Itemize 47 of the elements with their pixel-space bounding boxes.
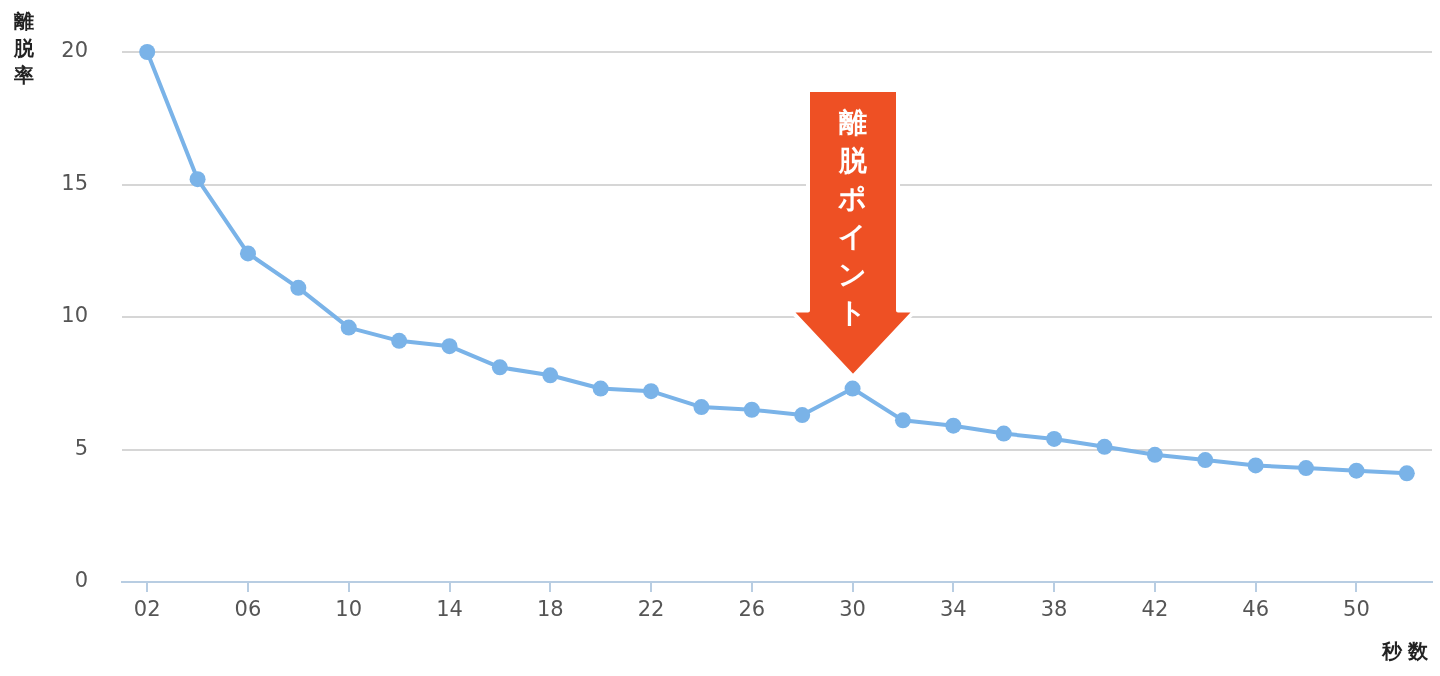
- point: [1247, 457, 1264, 474]
- point: [491, 359, 508, 376]
- x-tick-label: 14: [436, 597, 463, 622]
- x-tick-label: 18: [536, 597, 564, 622]
- point: [945, 417, 962, 434]
- point: [1398, 465, 1415, 482]
- x-tick-label: 42: [1141, 597, 1169, 622]
- point: [693, 399, 710, 416]
- point: [1146, 446, 1163, 463]
- x-tick-label: 38: [1040, 597, 1068, 622]
- x-axis-title: 秒数: [1382, 638, 1434, 665]
- point: [1197, 452, 1214, 469]
- point: [139, 44, 156, 60]
- point: [239, 245, 256, 262]
- point: [1096, 438, 1113, 455]
- x-tick-label: 46: [1242, 597, 1270, 622]
- y-tick-label: 15: [61, 170, 88, 195]
- point: [1046, 430, 1063, 447]
- point: [1348, 462, 1365, 479]
- point: [441, 338, 458, 355]
- x-tick-label: 06: [234, 597, 262, 622]
- point: [794, 407, 811, 424]
- y-tick-label: 10: [61, 303, 88, 328]
- point: [844, 380, 861, 397]
- point: [743, 401, 760, 418]
- point: [290, 279, 307, 296]
- y-axis-title: 離脱率: [14, 8, 35, 89]
- point: [643, 383, 660, 400]
- point: [542, 367, 559, 384]
- annotation: 離脱ポイント: [837, 105, 869, 331]
- y-tick-label: 5: [74, 435, 88, 460]
- point: [189, 171, 206, 188]
- point: [592, 380, 609, 397]
- point: [1298, 460, 1315, 477]
- point: [995, 425, 1012, 442]
- point: [894, 412, 911, 429]
- x-tick-label: 50: [1343, 597, 1370, 622]
- x-tick-label: 30: [839, 597, 866, 622]
- point: [340, 319, 357, 336]
- x-tick-label: 02: [133, 597, 161, 622]
- y-tick-label: 0: [74, 568, 88, 593]
- x-tick-label: 10: [335, 597, 363, 622]
- x-tick-label: 34: [939, 597, 967, 622]
- x-tick-label: 26: [738, 597, 766, 622]
- y-tick-label: 20: [61, 38, 88, 63]
- point: [391, 332, 408, 349]
- x-tick-label: 22: [637, 597, 665, 622]
